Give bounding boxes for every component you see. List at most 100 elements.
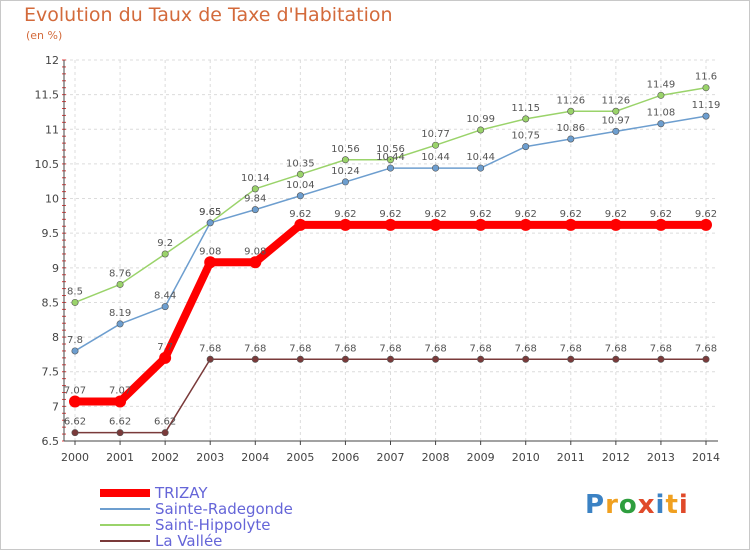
- data-point: [702, 112, 710, 120]
- data-point: [386, 164, 394, 172]
- x-tick-label: 2007: [377, 451, 405, 464]
- data-label: 10.97: [602, 115, 631, 126]
- data-label: 7.7: [157, 342, 173, 353]
- data-label: 10.14: [241, 173, 270, 184]
- data-label: 7.68: [560, 343, 582, 354]
- data-label: 7.68: [289, 343, 311, 354]
- x-tick-label: 2008: [422, 451, 450, 464]
- legend-label: La Vallée: [155, 532, 223, 550]
- data-label: 11.15: [511, 103, 540, 114]
- data-point: [341, 156, 349, 164]
- x-tick-label: 2012: [602, 451, 630, 464]
- data-label: 10.99: [466, 114, 495, 125]
- data-point: [612, 127, 620, 135]
- x-tick-label: 2013: [647, 451, 675, 464]
- y-tick-label: 11.5: [35, 89, 60, 102]
- data-point: [341, 178, 349, 186]
- data-point: [702, 84, 710, 92]
- x-tick-label: 2009: [467, 451, 495, 464]
- data-label: 10.04: [286, 180, 315, 191]
- x-tick-label: 2014: [692, 451, 720, 464]
- data-label: 10.77: [421, 129, 450, 140]
- data-point: [612, 355, 620, 363]
- data-label: 11.26: [556, 95, 585, 106]
- data-point: [429, 218, 442, 231]
- y-tick-label: 10.5: [35, 158, 60, 171]
- data-label: 7.07: [64, 386, 86, 397]
- data-point: [567, 355, 575, 363]
- data-point: [206, 355, 214, 363]
- data-label: 9.62: [334, 209, 356, 220]
- data-label: 10.24: [331, 166, 360, 177]
- data-label: 9.08: [244, 246, 266, 257]
- data-point: [339, 218, 352, 231]
- data-label: 7.68: [470, 343, 492, 354]
- data-label: 7.68: [379, 343, 401, 354]
- data-point: [522, 115, 530, 123]
- data-label: 7.68: [515, 343, 537, 354]
- y-tick-label: 10: [45, 193, 59, 206]
- data-point: [657, 120, 665, 128]
- x-tick-label: 2004: [241, 451, 269, 464]
- data-point: [567, 135, 575, 143]
- data-label: 7.68: [424, 343, 446, 354]
- data-label: 9.84: [244, 194, 266, 205]
- data-point: [477, 126, 485, 134]
- x-tick-label: 2006: [331, 451, 359, 464]
- data-point: [296, 355, 304, 363]
- y-tick-label: 6.5: [42, 435, 60, 448]
- data-label: 10.56: [376, 144, 405, 155]
- data-point: [71, 298, 79, 306]
- data-point: [519, 218, 532, 231]
- data-point: [657, 355, 665, 363]
- y-tick-label: 7: [52, 400, 59, 413]
- data-point: [114, 395, 127, 408]
- data-label: 10.75: [511, 131, 540, 142]
- legend-swatch: [100, 540, 150, 542]
- data-label: 9.62: [560, 209, 582, 220]
- data-label: 10.86: [556, 123, 585, 134]
- data-point: [432, 141, 440, 149]
- data-point: [654, 218, 667, 231]
- x-tick-label: 2001: [106, 451, 134, 464]
- data-label: 7.8: [67, 335, 83, 346]
- data-point: [432, 164, 440, 172]
- chart-title: Evolution du Taux de Taxe d'Habitation: [24, 4, 393, 26]
- data-point: [251, 185, 259, 193]
- data-label: 8.44: [154, 291, 176, 302]
- data-label: 11.19: [692, 100, 721, 111]
- data-label: 7.68: [605, 343, 627, 354]
- data-point: [161, 429, 169, 437]
- data-label: 9.62: [605, 209, 627, 220]
- data-label: 9.65: [199, 207, 221, 218]
- data-label: 9.62: [289, 209, 311, 220]
- data-point: [700, 218, 712, 231]
- data-label: 11.26: [602, 95, 631, 106]
- data-label: 9.62: [515, 209, 537, 220]
- data-point: [251, 355, 259, 363]
- data-label: 9.62: [650, 209, 672, 220]
- data-label: 9.65: [199, 207, 221, 218]
- data-point: [522, 143, 530, 151]
- data-label: 10.44: [466, 152, 495, 163]
- data-label: 9.2: [157, 238, 173, 249]
- data-point: [116, 280, 124, 288]
- legend-swatch: [100, 524, 150, 526]
- data-label: 7.07: [109, 386, 131, 397]
- data-point: [384, 218, 397, 231]
- y-tick-label: 9.5: [42, 227, 60, 240]
- y-unit-label: (en %): [26, 29, 63, 42]
- data-point: [702, 355, 710, 363]
- data-point: [69, 395, 81, 408]
- data-point: [251, 206, 259, 214]
- y-tick-label: 9: [52, 262, 59, 275]
- data-point: [161, 250, 169, 258]
- data-label: 9.62: [695, 209, 717, 220]
- data-label: 7.68: [244, 343, 266, 354]
- data-label: 10.44: [376, 152, 405, 163]
- data-label: 8.5: [67, 286, 83, 297]
- data-point: [474, 218, 487, 231]
- data-label: 11.08: [647, 108, 676, 119]
- data-label: 10.35: [286, 158, 315, 169]
